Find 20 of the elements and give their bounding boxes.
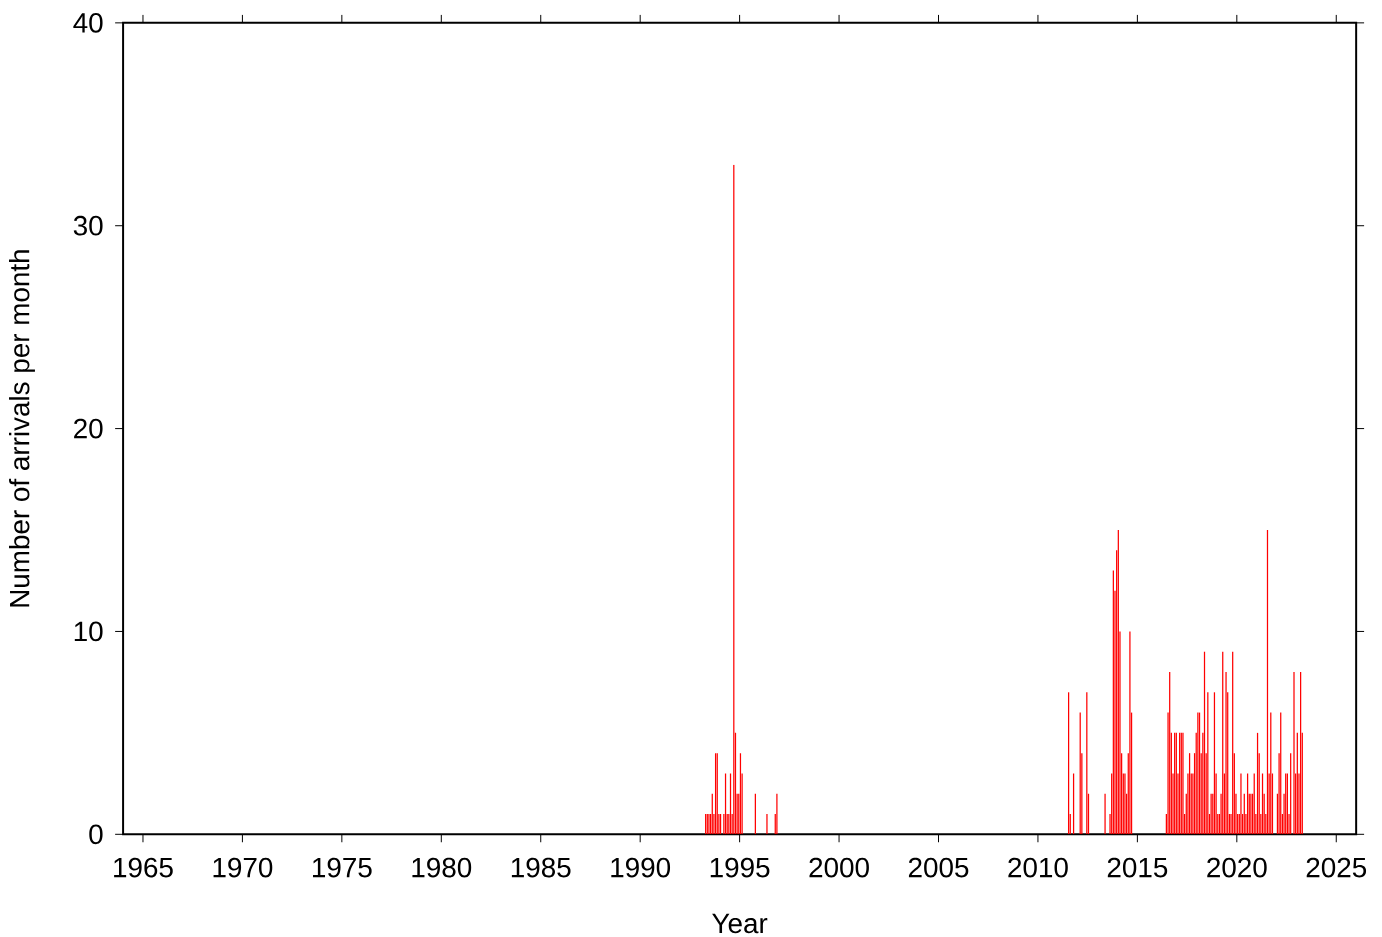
x-axis-title: Year (712, 913, 768, 934)
x-tick-label: 1965 (114, 857, 173, 878)
y-tick-label: 0 (89, 824, 103, 845)
y-tick-label: 30 (73, 216, 103, 236)
x-tick-label: 1985 (511, 857, 571, 878)
x-tick-label: 1980 (412, 857, 472, 878)
y-tick-label: 20 (74, 418, 103, 439)
x-tick-label: 2025 (1306, 857, 1367, 878)
x-tick-label: 2010 (1008, 857, 1068, 878)
x-tick-label: 2000 (809, 857, 869, 878)
x-tick-label: 2005 (908, 857, 969, 878)
y-tick-label: 40 (73, 13, 103, 33)
x-tick-label: 1990 (611, 857, 671, 878)
x-tick-label: 2020 (1207, 857, 1267, 878)
x-tick-label: 1975 (313, 857, 372, 878)
x-tick-label: 1970 (213, 857, 273, 878)
y-axis-title: Number of arrivals per month (9, 250, 35, 607)
y-tick-label: 10 (74, 621, 103, 642)
x-tick-label: 1995 (710, 857, 770, 878)
x-tick-label: 2015 (1107, 857, 1168, 878)
